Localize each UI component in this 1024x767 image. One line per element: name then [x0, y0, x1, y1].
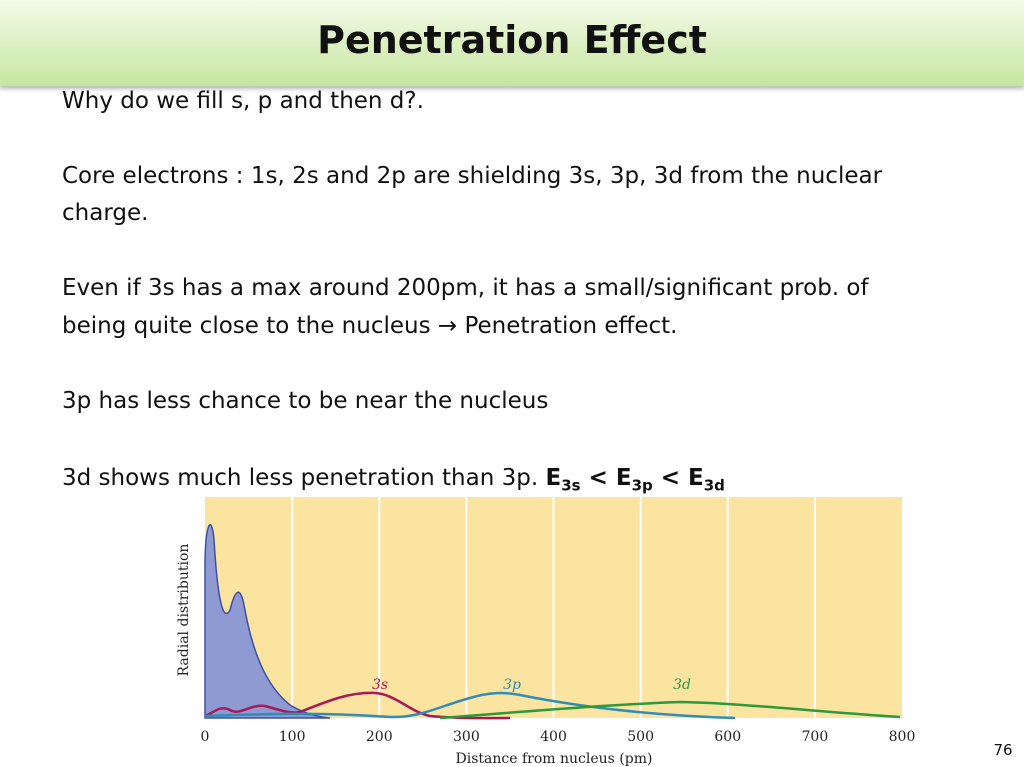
symbol: < E — [580, 465, 632, 491]
paragraph: charge. — [62, 200, 149, 226]
x-tick-label: 200 — [366, 729, 393, 745]
paragraph: Why do we fill s, p and then d?. — [62, 88, 424, 114]
text: 3d shows much less penetration than 3p. — [62, 465, 546, 491]
3s-curve — [204, 691, 511, 720]
page-number: 76 — [993, 741, 1012, 759]
x-tick-label: 100 — [279, 729, 306, 745]
subscript: 3p — [631, 476, 653, 495]
x-tick-label: 300 — [453, 729, 480, 745]
paragraph: 3p has less chance to be near the nucleu… — [62, 388, 549, 414]
x-tick-label: 400 — [540, 729, 567, 745]
core-curve — [204, 524, 331, 719]
x-tick-label: 500 — [627, 729, 654, 745]
x-tick-label: 700 — [802, 729, 829, 745]
curve-label: 3s — [372, 677, 388, 693]
paragraph: Even if 3s has a max around 200pm, it ha… — [62, 275, 869, 301]
paragraph: 3d shows much less penetration than 3p. … — [62, 465, 725, 495]
curve-label: 3d — [673, 677, 691, 693]
symbol: < E — [652, 465, 704, 491]
x-axis-label: Distance from nucleus (pm) — [456, 751, 653, 767]
x-tick-label: 800 — [889, 729, 916, 745]
subscript: 3d — [703, 476, 725, 495]
y-axis-label: Radial distribution — [176, 544, 192, 677]
x-tick-label: 0 — [201, 729, 210, 745]
paragraph: Core electrons : 1s, 2s and 2p are shiel… — [62, 163, 883, 189]
3d-curve — [439, 700, 901, 720]
curve-label: 3p — [503, 677, 521, 693]
title: Penetration Effect — [317, 18, 707, 62]
x-tick-label: 600 — [714, 729, 741, 745]
subscript: 3s — [561, 476, 581, 495]
symbol: E — [545, 465, 562, 491]
3p-curve — [204, 691, 736, 720]
paragraph: being quite close to the nucleus → Penet… — [62, 313, 678, 339]
formula: E3s < E3p < E3d — [545, 465, 724, 495]
title-bar — [0, 0, 1024, 86]
